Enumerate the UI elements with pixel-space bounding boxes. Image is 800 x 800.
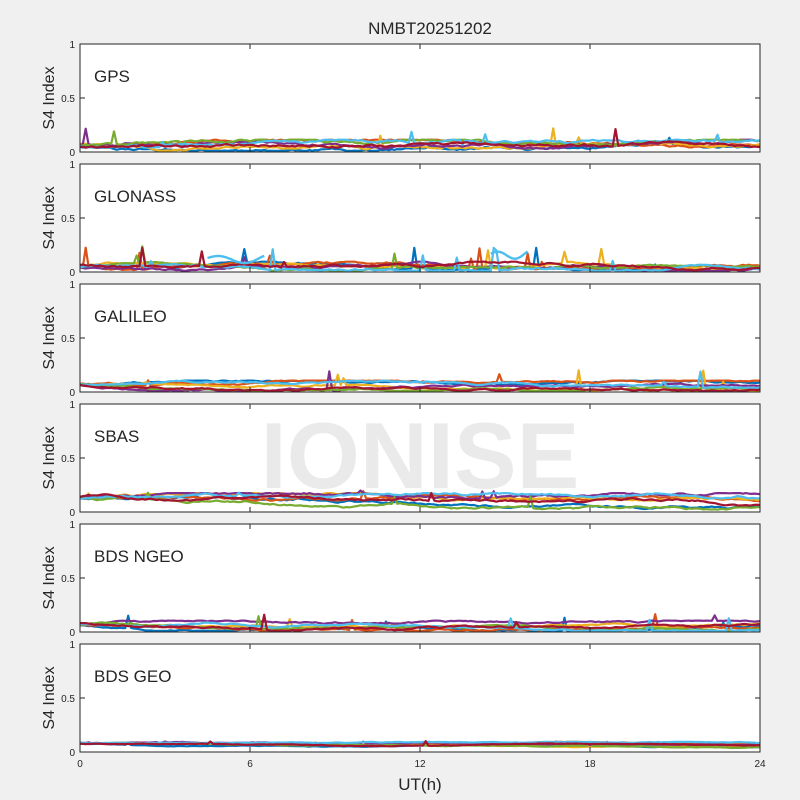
y-tick-label: 0.5 bbox=[61, 694, 75, 705]
y-tick-label: 0 bbox=[69, 628, 75, 639]
y-tick-label: 0.5 bbox=[61, 94, 75, 105]
series-line bbox=[79, 370, 761, 390]
series-line bbox=[79, 246, 761, 272]
y-axis-label: S4 Index bbox=[41, 186, 58, 249]
y-axis-label: S4 Index bbox=[41, 546, 58, 609]
plot-area bbox=[80, 644, 760, 752]
panel-sbas: 0 0.5 1 S4 Index SBAS bbox=[41, 400, 761, 519]
y-tick-label: 0.5 bbox=[61, 334, 75, 345]
x-tick-label: 12 bbox=[414, 759, 426, 770]
y-tick-label: 0.5 bbox=[61, 214, 75, 225]
panel-bds-geo: 0 0.5 1 0 6 12 18 24 S4 Index BDS GEO bbox=[41, 640, 766, 770]
y-tick-label: 1 bbox=[69, 400, 75, 411]
x-tick-label: 24 bbox=[754, 759, 766, 770]
panel-label: GALILEO bbox=[94, 307, 167, 326]
plot-area bbox=[80, 164, 760, 272]
plot-area bbox=[80, 524, 760, 632]
panels-container: 0 0.5 1 S4 Index GPS 0 0.5 1 S4 Index GLONASS 0 0.5… bbox=[41, 40, 766, 770]
panel-label: GLONASS bbox=[94, 187, 176, 206]
y-tick-label: 0.5 bbox=[61, 454, 75, 465]
y-tick-label: 0 bbox=[69, 268, 75, 279]
series-line bbox=[79, 491, 760, 511]
x-axis-label: UT(h) bbox=[398, 775, 441, 794]
series-line bbox=[80, 740, 761, 748]
y-tick-label: 1 bbox=[69, 160, 75, 171]
watermark: IONISE bbox=[261, 403, 580, 508]
plot-area bbox=[80, 44, 760, 152]
panel-label: BDS NGEO bbox=[94, 547, 184, 566]
y-axis-label: S4 Index bbox=[41, 306, 58, 369]
series-line bbox=[79, 128, 761, 149]
plot-area bbox=[80, 284, 760, 392]
y-tick-label: 0.5 bbox=[61, 574, 75, 585]
series-line bbox=[79, 491, 761, 507]
figure-title: NMBT20251202 bbox=[368, 19, 492, 38]
series-line bbox=[79, 491, 761, 500]
y-tick-label: 0 bbox=[69, 148, 75, 159]
panel-label: SBAS bbox=[94, 427, 139, 446]
panel-gps: 0 0.5 1 S4 Index GPS bbox=[41, 40, 761, 159]
y-tick-label: 1 bbox=[69, 280, 75, 291]
panel-label: GPS bbox=[94, 67, 130, 86]
x-tick-label: 6 bbox=[247, 759, 253, 770]
highlighted-arc bbox=[207, 254, 265, 265]
y-tick-label: 1 bbox=[69, 640, 75, 651]
y-axis-label: S4 Index bbox=[41, 426, 58, 489]
x-tick-label: 0 bbox=[77, 759, 83, 770]
y-tick-label: 1 bbox=[69, 40, 75, 51]
panel-galileo: 0 0.5 1 S4 Index GALILEO bbox=[41, 280, 761, 399]
panel-glonass: 0 0.5 1 S4 Index GLONASS bbox=[41, 160, 761, 279]
y-tick-label: 0 bbox=[69, 508, 75, 519]
panel-label: BDS GEO bbox=[94, 667, 171, 686]
series-line bbox=[79, 614, 761, 626]
x-tick-label: 18 bbox=[584, 759, 596, 770]
highlighted-arc bbox=[490, 250, 529, 261]
y-axis-label: S4 Index bbox=[41, 666, 58, 729]
series-line bbox=[79, 617, 761, 633]
y-tick-label: 0 bbox=[69, 388, 75, 399]
y-tick-label: 0 bbox=[69, 748, 75, 759]
y-tick-label: 1 bbox=[69, 520, 75, 531]
panel-bds-ngeo: 0 0.5 1 S4 Index BDS NGEO bbox=[41, 520, 761, 639]
y-axis-label: S4 Index bbox=[41, 66, 58, 129]
